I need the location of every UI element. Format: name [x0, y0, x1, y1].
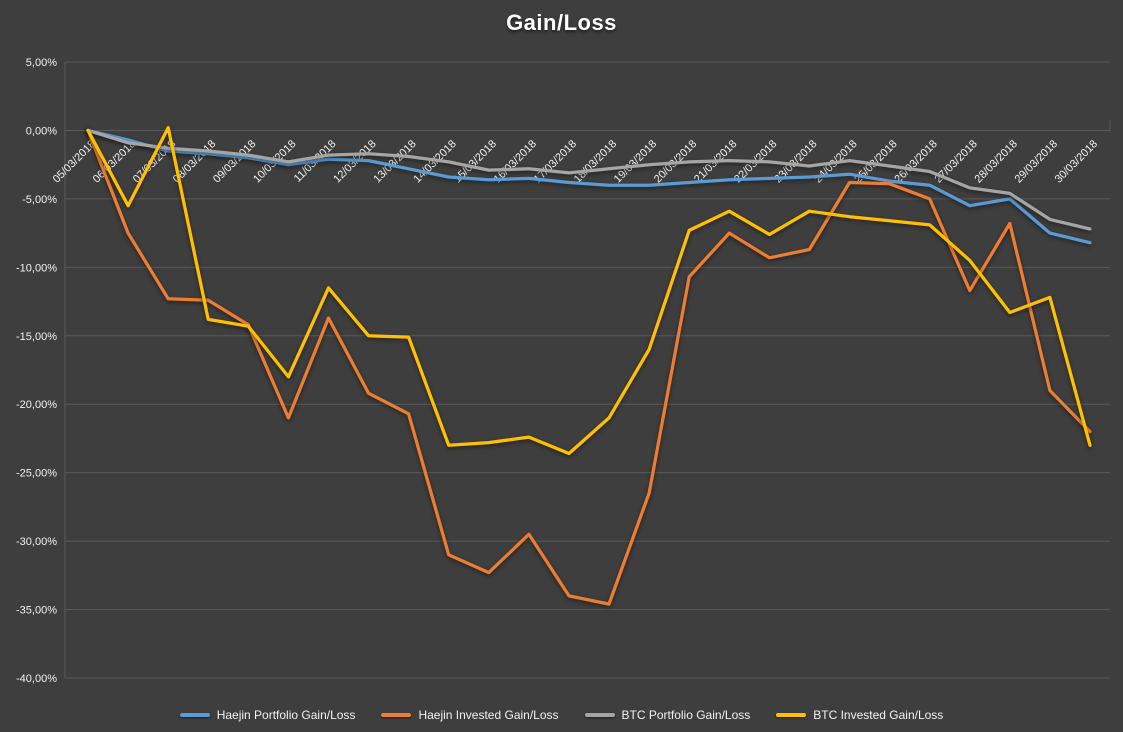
y-axis-tick-label: -40,00%	[16, 673, 57, 685]
legend-item-btc-invested-gain-loss[interactable]: BTC Invested Gain/Loss	[776, 708, 943, 722]
legend-swatch-btc-invested-gain-loss	[776, 713, 807, 717]
series-line-btc-invested-gain-loss[interactable]	[86, 126, 1092, 456]
y-axis-tick-label: -10,00%	[16, 262, 57, 274]
series-line-btc-portfolio-gain-loss[interactable]	[86, 128, 1092, 231]
legend-swatch-haejin-portfolio-gain-loss	[179, 713, 210, 717]
legend-item-btc-portfolio-gain-loss[interactable]: BTC Portfolio Gain/Loss	[584, 708, 751, 722]
x-axis-tick-label: 30/03/2018	[1053, 138, 1100, 185]
series-line-haejin-portfolio-gain-loss[interactable]	[86, 128, 1092, 245]
y-axis-tick-label: -20,00%	[16, 399, 57, 411]
series-line-haejin-invested-gain-loss[interactable]	[86, 128, 1092, 606]
legend-swatch-btc-portfolio-gain-loss	[584, 713, 615, 717]
y-axis-tick-label: -35,00%	[16, 605, 57, 617]
y-axis-tick-label: -5,00%	[22, 194, 57, 206]
legend: Haejin Portfolio Gain/Loss Haejin Investe…	[0, 708, 1123, 722]
legend-item-haejin-invested-gain-loss[interactable]: Haejin Invested Gain/Loss	[381, 708, 559, 722]
legend-label: Haejin Invested Gain/Loss	[418, 708, 559, 722]
legend-swatch-haejin-invested-gain-loss	[381, 713, 412, 717]
chart-title: Gain/Loss	[506, 10, 617, 35]
legend-label: BTC Invested Gain/Loss	[813, 708, 944, 722]
legend-label: BTC Portfolio Gain/Loss	[621, 708, 751, 722]
y-axis-tick-label: 0,00%	[26, 125, 57, 137]
y-axis-tick-label: -15,00%	[16, 331, 57, 343]
legend-item-haejin-portfolio-gain-loss[interactable]: Haejin Portfolio Gain/Loss	[179, 708, 356, 722]
y-axis-tick-label: -25,00%	[16, 468, 57, 480]
legend-label: Haejin Portfolio Gain/Loss	[216, 708, 356, 722]
y-axis-tick-label: -30,00%	[16, 536, 57, 548]
y-axis-tick-label: 5,00%	[26, 57, 57, 69]
